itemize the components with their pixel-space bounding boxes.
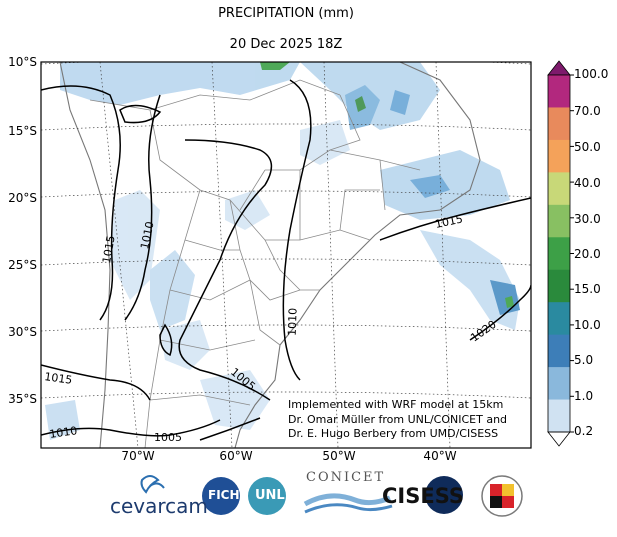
colorbar-tick: 1.0	[574, 389, 594, 403]
cisess-globe-icon	[425, 476, 463, 514]
lon-label: 40°W	[423, 449, 457, 463]
credit-line: Dr. E. Hugo Berbery from UMD/CISESS	[288, 427, 499, 440]
cevarcam-wordmark: cevarcam	[110, 494, 208, 518]
colorbar-tick: 70.0	[574, 104, 601, 118]
cevarcam-logo	[140, 475, 165, 494]
credit-line: Implemented with WRF model at 15km	[288, 398, 504, 411]
isobar-label: 1015	[44, 370, 74, 387]
colorbar-tick: 0.2	[574, 424, 594, 438]
colorbar-segment	[548, 367, 570, 401]
colorbar-tick: 50.0	[574, 140, 601, 154]
isobar-label: 1010	[49, 424, 79, 441]
umd-seal-icon	[502, 496, 514, 508]
colorbar-segment	[548, 269, 570, 303]
isobars	[41, 79, 531, 441]
colorbar	[547, 60, 574, 447]
conicet-logo	[303, 493, 393, 514]
colorbar-segment	[548, 139, 570, 173]
colorbar-segment	[548, 334, 570, 368]
lon-label: 60°W	[219, 449, 253, 463]
colorbar-tick: 30.0	[574, 212, 601, 226]
lat-label: 20°S	[8, 191, 37, 205]
colorbar-segment	[548, 107, 570, 141]
umd-seal-icon	[502, 484, 514, 496]
colorbar-tick: 15.0	[574, 282, 601, 296]
isobar-label: 1015	[100, 235, 118, 265]
colorbar-segment	[548, 237, 570, 271]
isobar-label: 1015	[434, 212, 464, 231]
colorbar-segment	[548, 75, 570, 108]
colorbar-tick: 5.0	[574, 353, 594, 367]
unl-logo	[248, 477, 286, 515]
lat-label: 35°S	[8, 392, 37, 406]
colorbar-segment	[548, 399, 570, 433]
lat-label: 25°S	[8, 258, 37, 272]
lon-label: 70°W	[121, 449, 155, 463]
colorbar-segment	[548, 204, 570, 238]
isobar-label: 1010	[286, 308, 300, 336]
precip-shading	[45, 62, 520, 440]
map-title: PRECIPITATION (mm)	[218, 6, 354, 21]
fich-logo	[202, 477, 240, 515]
lat-label: 10°S	[8, 55, 37, 69]
credit-line: Dr. Omar Müller from UNL/CONICET and	[288, 412, 508, 426]
isobar-label: 1005	[154, 431, 182, 444]
colorbar-tick: 20.0	[574, 247, 601, 261]
colorbar-max-arrow	[547, 60, 571, 76]
umd-seal-icon	[490, 496, 502, 508]
model-credit: Implemented with WRF model at 15km Dr. O…	[288, 398, 507, 442]
colorbar-min-arrow	[547, 431, 571, 447]
lon-label: 50°W	[322, 449, 356, 463]
lat-label: 30°S	[8, 325, 37, 339]
unl-wordmark: UNL	[255, 488, 285, 503]
fich-wordmark: FICH	[208, 488, 240, 502]
colorbar-tick: 10.0	[574, 318, 601, 332]
map-frame	[40, 61, 532, 449]
colorbar-segment	[548, 172, 570, 206]
coastline	[234, 62, 481, 448]
coastline-west	[59, 62, 111, 448]
isobar-label: 1010	[138, 220, 157, 250]
valid-time: 20 Dec 2025 18Z	[229, 37, 343, 52]
colorbar-tick: 40.0	[574, 176, 601, 190]
colorbar-segment	[548, 302, 570, 336]
cisess-wordmark: CISESS	[382, 484, 465, 508]
country-borders	[89, 79, 421, 448]
logo-strip: cevarcam FICH UNL CONICET CISESS	[110, 470, 530, 522]
umd-seal-icon	[490, 484, 502, 496]
colorbar-tick: 100.0	[574, 67, 609, 81]
conicet-wordmark: CONICET	[306, 470, 386, 485]
lat-label: 15°S	[8, 124, 37, 138]
